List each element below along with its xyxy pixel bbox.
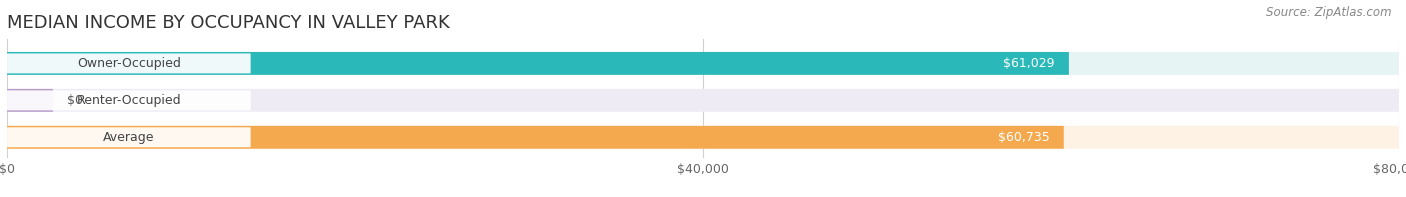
Text: $0: $0 — [67, 94, 83, 107]
Text: $60,735: $60,735 — [998, 131, 1050, 144]
FancyBboxPatch shape — [7, 52, 1399, 75]
FancyBboxPatch shape — [7, 126, 1064, 149]
FancyBboxPatch shape — [7, 53, 250, 73]
Text: Average: Average — [103, 131, 155, 144]
Text: $61,029: $61,029 — [1004, 57, 1054, 70]
Text: Renter-Occupied: Renter-Occupied — [76, 94, 181, 107]
FancyBboxPatch shape — [7, 90, 250, 110]
FancyBboxPatch shape — [7, 127, 250, 147]
FancyBboxPatch shape — [7, 126, 1399, 149]
Text: MEDIAN INCOME BY OCCUPANCY IN VALLEY PARK: MEDIAN INCOME BY OCCUPANCY IN VALLEY PAR… — [7, 14, 450, 32]
Text: Source: ZipAtlas.com: Source: ZipAtlas.com — [1267, 6, 1392, 19]
FancyBboxPatch shape — [7, 89, 1399, 112]
Text: Owner-Occupied: Owner-Occupied — [77, 57, 181, 70]
FancyBboxPatch shape — [7, 89, 53, 112]
FancyBboxPatch shape — [7, 52, 1069, 75]
